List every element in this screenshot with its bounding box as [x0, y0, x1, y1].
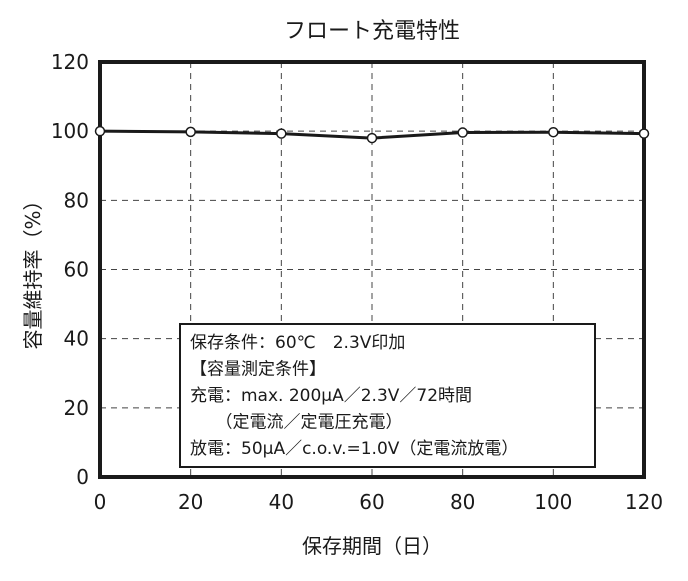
y-tick-label-1: 20	[64, 396, 89, 420]
data-point-2	[276, 128, 287, 139]
x-tick-label-2: 40	[269, 490, 294, 514]
y-tick-label-4: 80	[64, 188, 89, 212]
data-point-4	[457, 127, 468, 138]
y-tick-label-0: 0	[76, 465, 89, 489]
data-point-3	[366, 132, 378, 144]
data-point-0	[94, 125, 106, 137]
x-tick-label-6: 120	[625, 490, 663, 514]
chart-title: フロート充電特性	[284, 19, 460, 44]
y-tick-label-2: 40	[64, 327, 89, 351]
y-tick-label-3: 60	[64, 258, 89, 282]
annotation-line-0: 保存条件：60℃ 2.3V印加	[190, 333, 405, 353]
annotation-line-4: 放電：50μA／c.o.v.=1.0V（定電流放電）	[190, 439, 518, 459]
y-tick-label-5: 100	[51, 119, 89, 143]
x-tick-label-0: 0	[94, 490, 107, 514]
x-tick-label-5: 100	[534, 490, 572, 514]
data-point-5	[548, 126, 559, 138]
x-tick-label-4: 80	[450, 490, 475, 514]
data-point-6	[638, 128, 650, 139]
annotation-frame	[179, 323, 596, 468]
plot-frame	[98, 60, 646, 479]
y-tick-labels: 0 20 40 60 80 100 120	[51, 50, 89, 489]
annotation-box: 保存条件：60℃ 2.3V印加【容量測定条件】充電：max. 200μA／2.3…	[179, 323, 596, 468]
annotation-line-3: （定電流／定電圧充電）	[190, 413, 403, 433]
annotation-line-1: 【容量測定条件】	[190, 360, 326, 380]
x-axis-label: 保存期間（日）	[302, 534, 442, 558]
x-tick-labels: 0 20 40 60 80 100 120	[94, 490, 663, 514]
x-tick-label-1: 20	[178, 490, 203, 514]
annotation-line-2: 充電：max. 200μA／2.3V／72時間	[190, 386, 472, 406]
y-tick-label-6: 120	[51, 50, 89, 74]
x-tick-label-3: 60	[359, 490, 384, 514]
y-axis-label: 容量維持率（%）	[21, 190, 45, 349]
data-point-1	[185, 126, 196, 138]
series-group	[94, 125, 650, 144]
